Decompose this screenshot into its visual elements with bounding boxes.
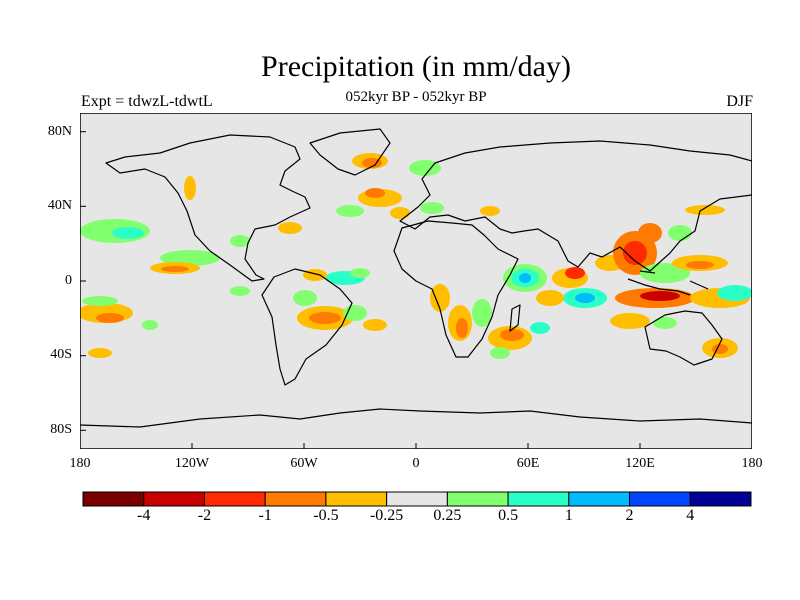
experiment-label: Expt = tdwzL-tdwtL [81,93,213,110]
africa-outline [393,220,519,358]
colorbar-label: 2 [625,507,634,524]
season-label: DJF [726,93,753,110]
precipitation-map [80,113,752,449]
tick-marks [80,131,641,449]
colorbar-label: -0.5 [313,507,339,524]
colorbar-swatch [82,491,145,507]
colorbar-label: 4 [686,507,695,524]
lon-label: 120E [625,456,655,471]
colorbar [82,491,752,507]
lon-label: 180 [741,456,763,471]
colorbar-swatch [507,491,570,507]
colorbar-label: 0.5 [498,507,519,524]
map-title: Precipitation (in mm/day) [261,50,571,83]
lat-label: 40N [47,198,72,213]
colorbar-swatch [264,491,327,507]
colorbar-label: 1 [564,507,573,524]
colorbar-swatch [689,491,752,507]
lon-label: 0 [412,456,420,471]
greenland-outline [309,128,391,176]
colorbar-swatch [325,491,388,507]
colorbar-label: -0.25 [369,507,404,524]
south-america-outline [261,268,353,386]
lat-label: 80S [50,422,72,437]
lon-label: 180 [69,456,91,471]
eurasia-outline [399,140,752,272]
precip-anomaly-field [80,153,752,359]
australia-outline [644,310,723,366]
colorbar-swatch [629,491,691,507]
colorbar-label: 0.25 [433,507,462,524]
colorbar-swatch [386,491,448,507]
colorbar-swatch [446,491,509,507]
lat-label: 80N [47,124,72,139]
period-label: 052kyr BP - 052kyr BP [345,89,487,105]
colorbar-label: -2 [197,507,212,524]
coastlines [80,128,752,428]
colorbar-label: -1 [258,507,272,524]
colorbar-label: -4 [137,507,151,524]
lat-label: 0 [65,273,72,288]
lat-label: 40S [50,347,72,362]
madagascar-outline [509,304,521,332]
colorbar-swatch [203,491,266,507]
colorbar-swatch [568,491,631,507]
lon-label: 60E [516,456,540,471]
lon-label: 60W [290,456,318,471]
colorbar-swatch [143,491,205,507]
north-america-outline [105,134,311,282]
maritime-islands-outline [627,270,709,296]
antarctica-outline [80,408,752,428]
lon-label: 120W [174,456,210,471]
